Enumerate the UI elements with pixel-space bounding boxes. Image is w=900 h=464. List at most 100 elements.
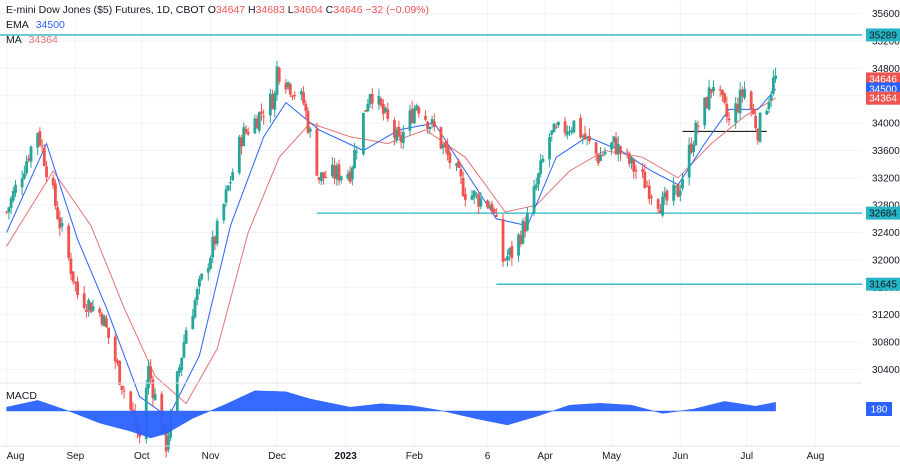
candle-down: [410, 109, 414, 123]
candle-up: [167, 435, 170, 450]
candle-up: [330, 164, 334, 177]
candle-down: [51, 178, 55, 186]
macd-label: MACD: [6, 390, 37, 402]
price-tick-label: 35600: [872, 9, 900, 20]
candle-up: [568, 131, 571, 133]
candle-up: [581, 136, 585, 138]
candle-up: [222, 203, 226, 221]
candle-down: [82, 293, 86, 308]
ohlc-value: 34647: [215, 4, 246, 16]
candle-down: [45, 166, 48, 178]
candle-up: [616, 143, 620, 155]
time-tick-label: Apr: [537, 451, 553, 462]
candle-up: [550, 130, 554, 135]
candle-down: [461, 178, 465, 196]
candle-up: [488, 206, 492, 209]
ema-value: 34500: [35, 19, 65, 31]
macd-pane: [0, 382, 862, 439]
candle-up: [60, 223, 64, 227]
candle-up: [180, 357, 184, 370]
time-tick-label: Jul: [740, 451, 753, 462]
candle-up: [479, 198, 483, 207]
candle-down: [632, 159, 636, 172]
candle-up: [7, 207, 11, 213]
candle-down: [696, 125, 700, 127]
candle-down: [665, 190, 669, 201]
candle-up: [612, 136, 616, 142]
candle-up: [11, 190, 15, 201]
candle-down: [736, 104, 740, 112]
candle-up: [242, 127, 246, 146]
candle-down: [656, 199, 660, 209]
candle-up: [508, 248, 512, 256]
candle-up: [14, 184, 17, 193]
time-tick-label: 6: [485, 451, 491, 462]
price-tick-label: 32000: [872, 255, 900, 266]
candle-down: [486, 200, 489, 208]
candle-up: [147, 365, 150, 389]
candle-down: [381, 104, 385, 115]
candle-up: [412, 108, 416, 124]
candle-down: [397, 126, 401, 137]
candle-down: [262, 116, 266, 118]
candle-down: [444, 142, 447, 148]
candle-down: [709, 88, 713, 93]
price-tick-label: 30800: [872, 337, 900, 348]
candle-up: [237, 136, 241, 173]
candle-down: [260, 111, 263, 114]
candle-down: [149, 366, 153, 379]
ma-line-layer: [6, 97, 776, 405]
candle-up: [521, 220, 525, 244]
candle-down: [393, 120, 396, 138]
candle-down: [304, 103, 308, 111]
candle-down: [492, 209, 496, 213]
price-tick-label: 34800: [872, 64, 900, 75]
candle-down: [448, 152, 452, 163]
ema-line-layer: [6, 88, 776, 418]
candle-up: [769, 95, 773, 101]
level-tag: 31645: [869, 280, 897, 291]
candle-up: [428, 126, 432, 130]
ohlc-key: L: [284, 4, 294, 16]
price-tick-label: 33200: [872, 173, 900, 184]
candle-down: [288, 83, 292, 95]
level-tag-bg: [866, 28, 900, 42]
candle-up: [350, 167, 354, 180]
candle-up: [565, 131, 569, 136]
level-tag: 32684: [869, 209, 897, 220]
ohlc-value: 34683: [255, 4, 285, 16]
candle-down: [38, 131, 42, 145]
candles-layer: [5, 60, 777, 458]
candle-down: [151, 379, 155, 398]
candle-up: [552, 123, 556, 133]
candle-down: [85, 309, 88, 312]
ema-price-tag: 34500: [869, 84, 897, 95]
candle-down: [293, 95, 297, 97]
candle-up: [707, 87, 711, 110]
candle-down: [100, 313, 104, 325]
candle-up: [102, 315, 106, 327]
candle-up: [191, 315, 195, 330]
candle-down: [379, 98, 383, 106]
ma-value: 34364: [28, 34, 58, 46]
candle-down: [643, 171, 647, 189]
candle-up: [774, 75, 777, 80]
candle-up: [226, 185, 230, 191]
candle-up: [184, 330, 188, 344]
candle-up: [175, 371, 179, 412]
candle-down: [477, 194, 481, 207]
ohlc-key: H: [245, 4, 256, 16]
time-tick-label: Dec: [268, 451, 286, 462]
candle-down: [58, 217, 62, 229]
candle-down: [116, 360, 119, 364]
candle-up: [734, 103, 738, 123]
candle-up: [603, 151, 607, 155]
candle-up: [335, 165, 339, 180]
candle-down: [240, 137, 243, 147]
time-tick-label: Oct: [134, 451, 150, 462]
candle-up: [681, 178, 684, 189]
ma-line: [6, 97, 776, 405]
candle-up: [470, 195, 474, 200]
candle-up: [362, 112, 365, 155]
